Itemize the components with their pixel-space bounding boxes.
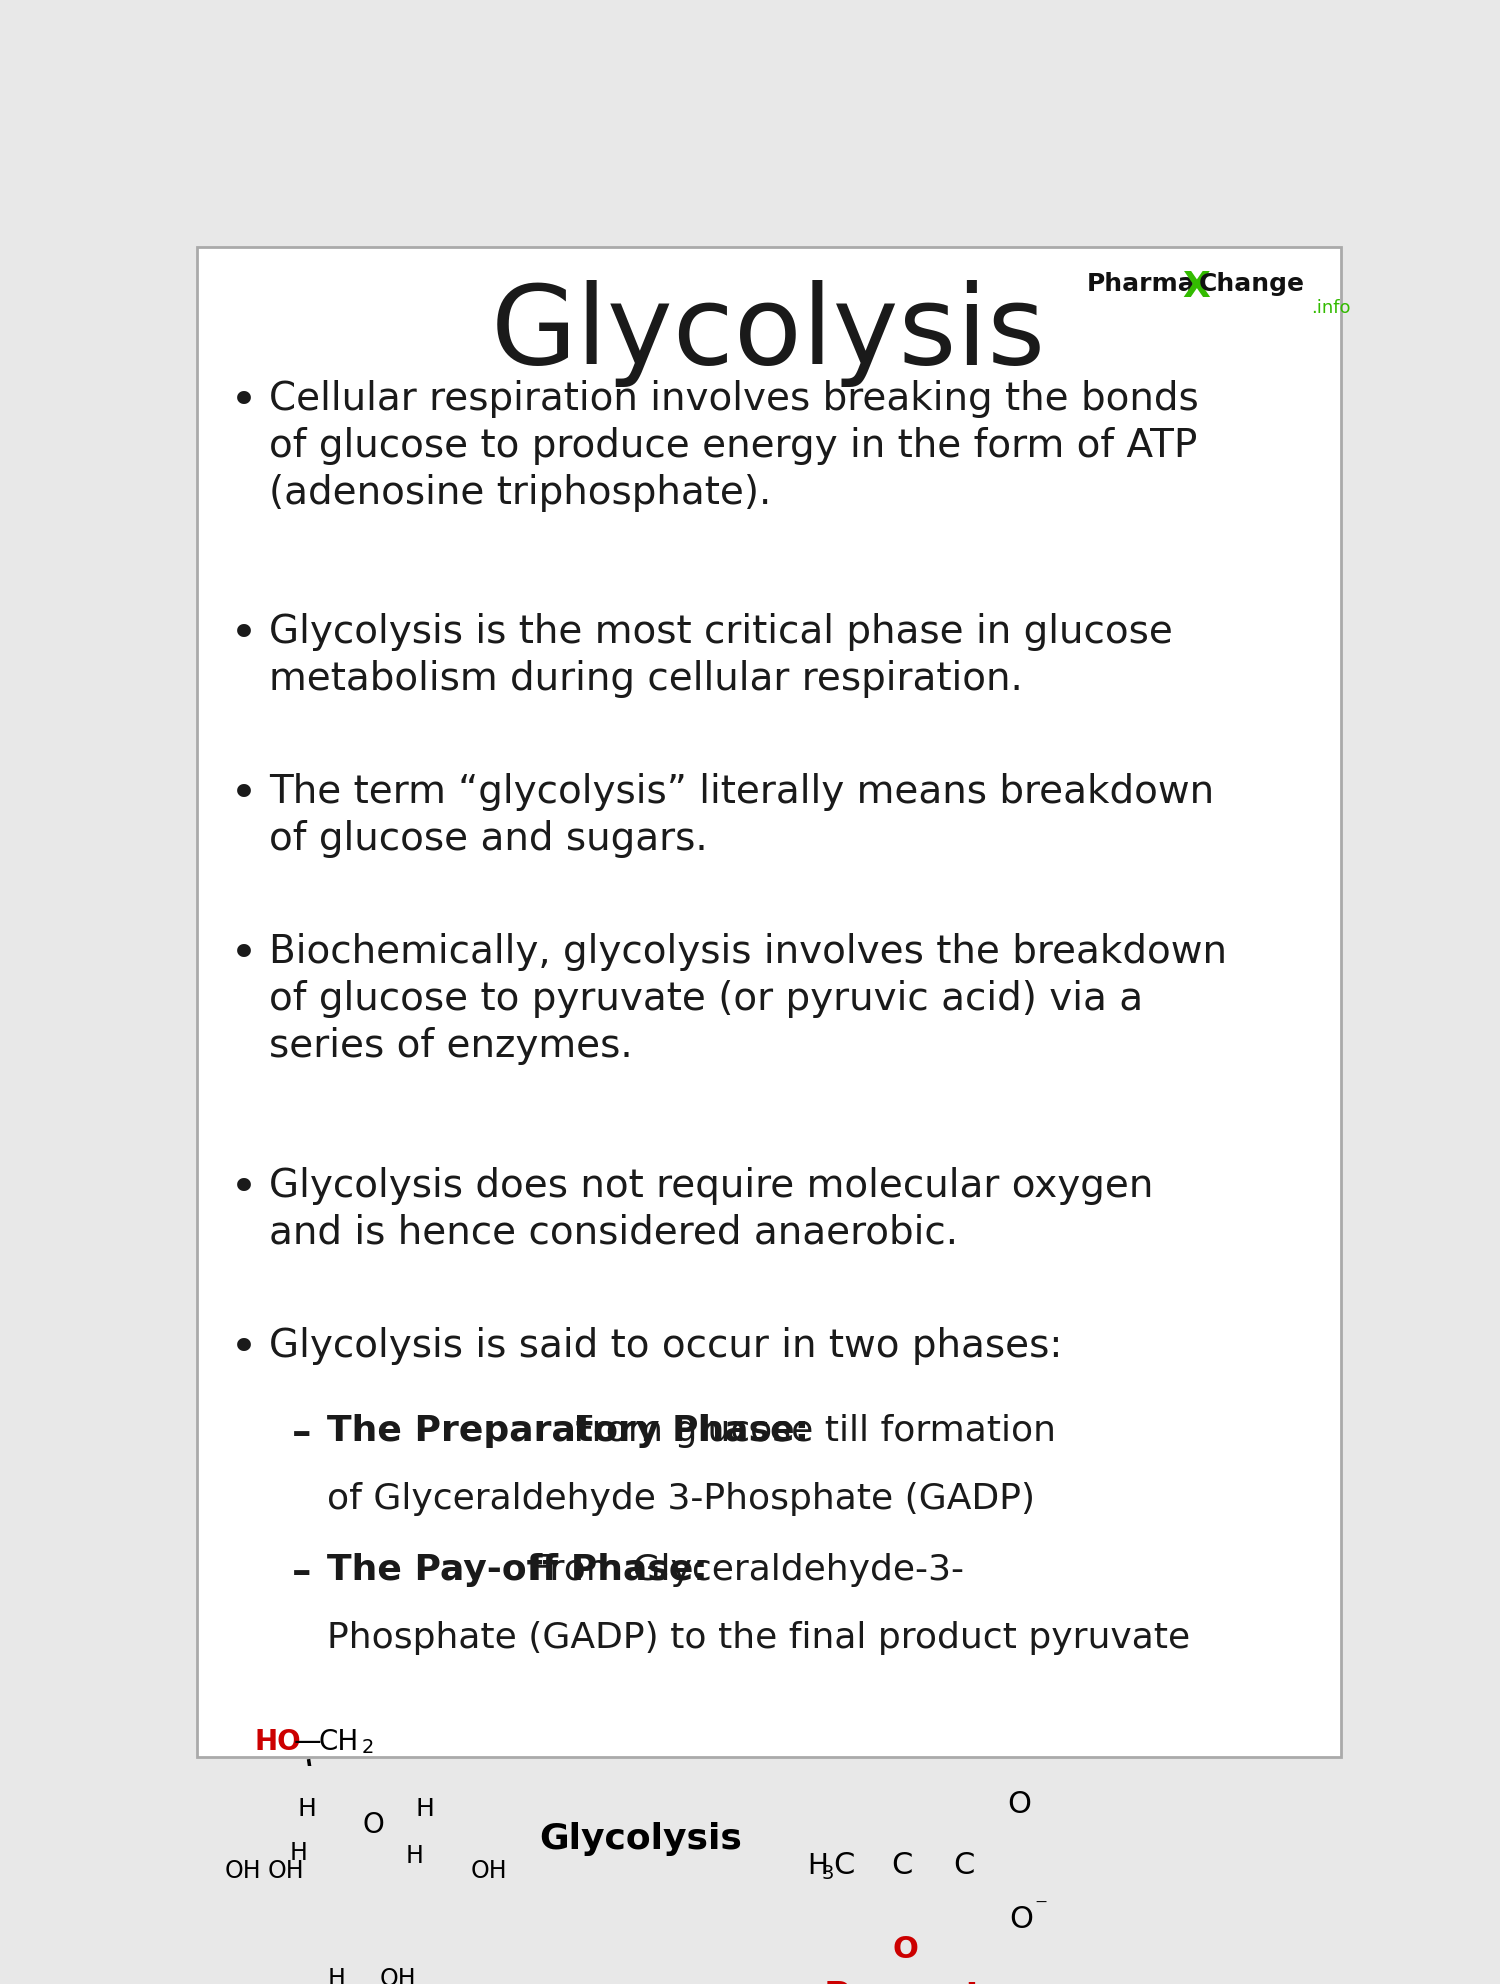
FancyBboxPatch shape: [196, 248, 1341, 1756]
Text: H: H: [807, 1851, 828, 1881]
Text: From glucose till formation: From glucose till formation: [562, 1415, 1056, 1448]
Text: •: •: [230, 613, 258, 659]
Text: •: •: [230, 774, 258, 817]
Text: The term “glycolysis” literally means breakdown
of glucose and sugars.: The term “glycolysis” literally means br…: [268, 774, 1214, 859]
Text: Glycolysis does not require molecular oxygen
and is hence considered anaerobic.: Glycolysis does not require molecular ox…: [268, 1167, 1154, 1252]
Text: 3: 3: [822, 1865, 834, 1883]
Text: –: –: [292, 1553, 312, 1591]
Text: C: C: [891, 1851, 912, 1881]
Text: •: •: [230, 1167, 258, 1212]
Text: C: C: [952, 1851, 975, 1881]
Text: –: –: [292, 1415, 312, 1452]
Text: OH: OH: [380, 1966, 417, 1984]
Text: Pharma: Pharma: [1086, 272, 1196, 296]
Text: of Glyceraldehyde 3-Phosphate (GADP): of Glyceraldehyde 3-Phosphate (GADP): [327, 1482, 1035, 1516]
Text: .info: .info: [1311, 300, 1350, 317]
Text: 2: 2: [362, 1738, 374, 1758]
Text: Pyruvate: Pyruvate: [824, 1980, 1008, 1984]
Text: Change: Change: [1198, 272, 1305, 296]
Text: H: H: [290, 1841, 308, 1865]
Text: Cellular respiration involves breaking the bonds
of glucose to produce energy in: Cellular respiration involves breaking t…: [268, 379, 1198, 512]
Text: •: •: [230, 932, 258, 978]
Text: H: H: [297, 1798, 316, 1821]
Text: HO: HO: [255, 1728, 302, 1756]
Text: Glycolysis: Glycolysis: [490, 280, 1047, 387]
Text: X: X: [1182, 270, 1209, 304]
Text: OH: OH: [471, 1859, 507, 1883]
Text: H: H: [406, 1843, 424, 1867]
Text: Glycolysis is the most critical phase in glucose
metabolism during cellular resp: Glycolysis is the most critical phase in…: [268, 613, 1173, 698]
Text: —: —: [294, 1728, 321, 1756]
Text: O: O: [892, 1934, 920, 1964]
Text: Biochemically, glycolysis involves the breakdown
of glucose to pyruvate (or pyru: Biochemically, glycolysis involves the b…: [268, 932, 1227, 1065]
Text: OH: OH: [267, 1859, 305, 1883]
Text: Glycolysis is said to occur in two phases:: Glycolysis is said to occur in two phase…: [268, 1327, 1062, 1365]
Text: O: O: [1010, 1905, 1034, 1934]
Text: ⁻: ⁻: [1035, 1897, 1047, 1921]
Text: C: C: [833, 1851, 855, 1881]
Text: The Pay-off Phase:: The Pay-off Phase:: [327, 1553, 708, 1587]
Text: Phosphate (GADP) to the final product pyruvate: Phosphate (GADP) to the final product py…: [327, 1621, 1190, 1655]
Text: From Glyceraldehyde-3-: From Glyceraldehyde-3-: [519, 1553, 963, 1587]
Text: •: •: [230, 379, 258, 425]
Text: •: •: [230, 1327, 258, 1371]
Text: O: O: [1007, 1790, 1031, 1819]
Text: H: H: [327, 1966, 345, 1984]
FancyArrowPatch shape: [600, 1911, 808, 1984]
Text: H: H: [416, 1798, 435, 1821]
Text: The Preparatory Phase:: The Preparatory Phase:: [327, 1415, 809, 1448]
Text: CH: CH: [318, 1728, 358, 1756]
Text: OH: OH: [225, 1859, 261, 1883]
Text: O: O: [363, 1811, 384, 1839]
Text: Glycolysis: Glycolysis: [540, 1821, 742, 1855]
